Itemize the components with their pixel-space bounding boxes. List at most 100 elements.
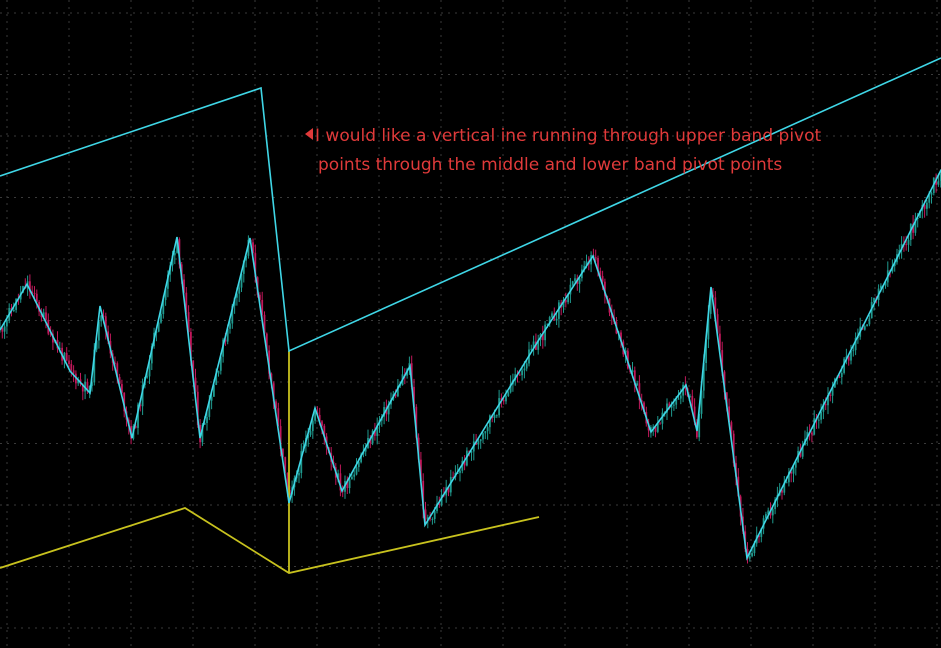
candle-up bbox=[148, 363, 151, 377]
candle-up bbox=[498, 398, 500, 416]
candle-up bbox=[670, 405, 673, 408]
candle-down bbox=[452, 476, 454, 478]
candle-down bbox=[277, 408, 280, 427]
candle-up bbox=[176, 239, 178, 253]
candle-up bbox=[652, 426, 655, 428]
candle-down bbox=[394, 394, 397, 397]
candle-up bbox=[583, 265, 586, 270]
candle-up bbox=[42, 312, 45, 318]
candle-up bbox=[843, 358, 845, 373]
candle-up bbox=[820, 411, 822, 420]
candle-down bbox=[790, 471, 793, 474]
candle-down bbox=[728, 406, 730, 423]
candle-up bbox=[440, 494, 443, 505]
candle-down bbox=[659, 423, 661, 425]
candle-up bbox=[785, 482, 788, 484]
candle-up bbox=[907, 239, 910, 245]
candle-up bbox=[482, 433, 484, 440]
candle-up bbox=[914, 218, 917, 233]
candle-up bbox=[767, 510, 770, 515]
candle-down bbox=[45, 312, 47, 320]
candle-up bbox=[238, 287, 241, 294]
candle-down bbox=[424, 509, 427, 520]
candle-down bbox=[259, 294, 261, 300]
candle-down bbox=[847, 356, 850, 361]
candle-up bbox=[236, 293, 238, 298]
candle-up bbox=[98, 321, 100, 341]
candle-down bbox=[102, 315, 105, 317]
candle-up bbox=[6, 320, 8, 327]
candle-down bbox=[438, 503, 441, 505]
candle-up bbox=[479, 439, 482, 442]
candle-up bbox=[387, 404, 390, 415]
candle-up bbox=[348, 479, 351, 489]
candle-down bbox=[799, 450, 802, 457]
candle-down bbox=[104, 316, 107, 332]
candle-down bbox=[339, 473, 342, 491]
candle-down bbox=[447, 487, 450, 493]
candle-up bbox=[210, 396, 213, 401]
candle-up bbox=[449, 476, 452, 493]
candle-down bbox=[691, 395, 694, 407]
candle-up bbox=[15, 298, 17, 310]
candle-up bbox=[162, 300, 165, 315]
candle-up bbox=[376, 425, 379, 436]
candle-up bbox=[679, 395, 682, 399]
candle-up bbox=[226, 328, 229, 342]
candle-down bbox=[668, 403, 671, 408]
candle-up bbox=[884, 282, 887, 286]
candle-down bbox=[541, 333, 544, 341]
candle-down bbox=[192, 360, 195, 378]
candle-up bbox=[702, 363, 705, 391]
candle-up bbox=[801, 445, 804, 457]
candle-down bbox=[190, 332, 192, 361]
candle-up bbox=[137, 404, 139, 428]
candle-down bbox=[905, 244, 908, 246]
candle-down bbox=[838, 377, 841, 379]
candle-up bbox=[666, 403, 668, 413]
candle-down bbox=[725, 392, 728, 407]
candle-up bbox=[203, 422, 206, 425]
candle-down bbox=[49, 333, 52, 335]
candle-up bbox=[788, 471, 790, 483]
candle-up bbox=[371, 430, 374, 444]
candle-down bbox=[70, 364, 73, 371]
candle-up bbox=[751, 553, 753, 557]
candle-down bbox=[601, 276, 604, 282]
candle-up bbox=[360, 454, 362, 463]
candle-up bbox=[532, 341, 535, 349]
candle-down bbox=[923, 204, 926, 209]
candle-up bbox=[208, 400, 211, 417]
candle-down bbox=[72, 370, 75, 374]
candle-down bbox=[463, 460, 466, 466]
candle-up bbox=[77, 379, 80, 384]
candle-down bbox=[187, 312, 190, 333]
candle-up bbox=[493, 415, 496, 419]
candle-up bbox=[509, 384, 512, 393]
candle-up bbox=[794, 461, 797, 468]
candle-down bbox=[422, 480, 425, 510]
candle-down bbox=[65, 352, 68, 361]
candle-up bbox=[705, 339, 707, 364]
candle-up bbox=[309, 431, 312, 435]
indicator-overlays bbox=[0, 57, 941, 574]
candle-up bbox=[700, 390, 703, 414]
candle-down bbox=[597, 258, 599, 271]
candle-down bbox=[413, 386, 415, 407]
candle-down bbox=[420, 459, 422, 481]
candle-down bbox=[824, 404, 827, 406]
candle-up bbox=[866, 324, 868, 327]
candle-down bbox=[279, 426, 282, 450]
candle-up bbox=[673, 404, 675, 406]
candle-down bbox=[35, 293, 38, 302]
candle-up bbox=[215, 373, 218, 385]
candle-down bbox=[719, 333, 721, 351]
candle-down bbox=[811, 432, 813, 435]
candle-down bbox=[321, 421, 323, 426]
candle-up bbox=[311, 420, 314, 432]
candle-down bbox=[714, 297, 717, 315]
candle-up bbox=[477, 441, 480, 445]
candle-up bbox=[88, 385, 91, 392]
